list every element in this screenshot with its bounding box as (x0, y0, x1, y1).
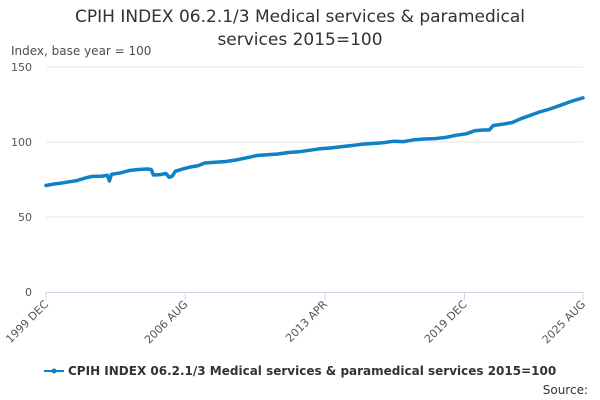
x-tick-label: 1999 DEC (3, 298, 51, 346)
series-group (44, 96, 585, 188)
chart-title-line-2: services 2015=100 (217, 30, 383, 50)
x-axis-ticks: 1999 DEC 2006 AUG 2013 APR 2019 DEC 2025 AUG (3, 292, 588, 346)
y-tick-label: 100 (11, 136, 32, 149)
y-axis-label: Index, base year = 100 (11, 44, 152, 58)
y-tick-label: 0 (25, 286, 32, 299)
legend-label: CPIH INDEX 06.2.1/3 Medical services & p… (68, 364, 557, 378)
y-tick-label: 150 (11, 61, 32, 74)
grid-lines (46, 66, 583, 218)
legend-line-marker (44, 368, 64, 374)
x-tick-label: 2025 AUG (540, 298, 589, 347)
chart-title: CPIH INDEX 06.2.1/3 Medical services & p… (0, 6, 600, 52)
y-tick-label: 50 (18, 211, 32, 224)
x-tick-label: 2006 AUG (142, 298, 191, 347)
x-tick-label: 2019 DEC (422, 298, 470, 346)
chart-title-line-1: CPIH INDEX 06.2.1/3 Medical services & p… (75, 7, 525, 27)
y-axis-ticks: 0 50 100 150 (11, 61, 32, 299)
legend[interactable]: CPIH INDEX 06.2.1/3 Medical services & p… (44, 364, 556, 378)
series-line[interactable] (44, 96, 585, 188)
x-tick-label: 2013 APR (283, 298, 330, 345)
source-label: Source: (542, 383, 588, 397)
